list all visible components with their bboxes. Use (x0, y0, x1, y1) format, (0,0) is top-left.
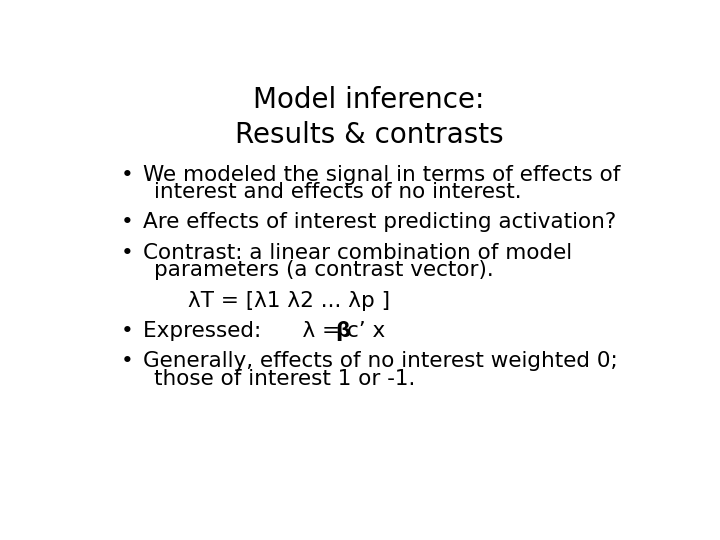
Text: Generally, effects of no interest weighted 0;: Generally, effects of no interest weight… (143, 352, 618, 372)
Text: Expressed:      λ = c’ x: Expressed: λ = c’ x (143, 321, 392, 341)
Text: β: β (336, 321, 351, 341)
Text: •: • (121, 321, 133, 341)
Text: Contrast: a linear combination of model: Contrast: a linear combination of model (143, 243, 572, 263)
Text: •: • (121, 165, 133, 185)
Text: those of interest 1 or -1.: those of interest 1 or -1. (154, 369, 415, 389)
Text: We modeled the signal in terms of effects of: We modeled the signal in terms of effect… (143, 165, 621, 185)
Text: •: • (121, 352, 133, 372)
Text: •: • (121, 212, 133, 232)
Text: Are effects of interest predicting activation?: Are effects of interest predicting activ… (143, 212, 616, 232)
Text: interest and effects of no interest.: interest and effects of no interest. (154, 182, 522, 202)
Text: parameters (a contrast vector).: parameters (a contrast vector). (154, 260, 494, 280)
Text: Model inference:
Results & contrasts: Model inference: Results & contrasts (235, 85, 503, 149)
Text: •: • (121, 243, 133, 263)
Text: λT = [λ1 λ2 ... λp ]: λT = [λ1 λ2 ... λp ] (188, 291, 390, 310)
